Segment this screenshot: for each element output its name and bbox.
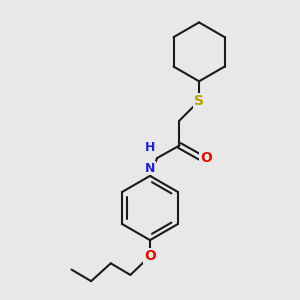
Text: S: S bbox=[194, 94, 204, 108]
Text: O: O bbox=[200, 151, 212, 165]
Text: O: O bbox=[144, 249, 156, 263]
Text: H: H bbox=[145, 142, 155, 154]
Text: N: N bbox=[145, 162, 155, 175]
